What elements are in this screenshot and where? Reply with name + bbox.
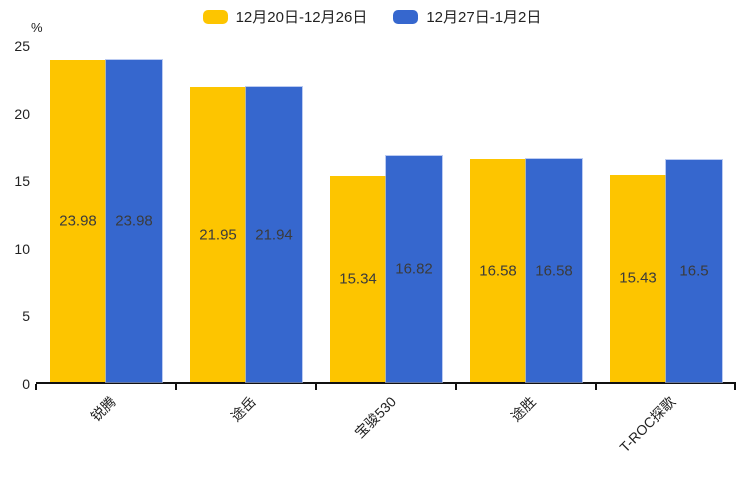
x-category-label: 宝骏530 [351, 393, 399, 442]
bar-week1: 23.98 [50, 59, 106, 382]
x-axis-tick [175, 384, 177, 390]
x-axis-tick [595, 384, 597, 390]
bar-week1: 15.43 [610, 174, 666, 382]
bar-value-label: 16.5 [679, 262, 709, 280]
y-tick-label: 20 [14, 105, 30, 122]
y-axis-unit: % [31, 20, 43, 35]
y-tick-label: 25 [14, 38, 30, 54]
bar-group: 23.98 23.98 [36, 46, 176, 382]
x-category-label: T-ROC探歌 [616, 393, 679, 456]
bar-value-label: 16.58 [535, 262, 573, 280]
bar-week1: 21.95 [190, 87, 246, 382]
bar-week2: 21.94 [246, 87, 302, 382]
y-tick-label: 10 [14, 240, 30, 257]
bar-value-label: 15.34 [339, 270, 377, 288]
plot-area: 23.98 23.98 21.95 21.94 15.34 16.82 16 [36, 46, 736, 384]
legend-swatch-blue [393, 9, 419, 24]
legend-label: 12月20日-12月26日 [235, 9, 368, 26]
legend-item-week2[interactable]: 12月27日-1月2日 [393, 6, 541, 27]
x-axis-tick [734, 384, 736, 390]
bar-week2: 16.58 [526, 159, 582, 382]
bar-value-label: 16.82 [395, 260, 433, 278]
bar-value-label: 21.95 [199, 226, 237, 243]
chart-legend: 12月20日-12月26日 12月27日-1月2日 [0, 6, 744, 27]
x-category-label: 途胜 [507, 393, 539, 425]
bar-group: 15.43 16.5 [596, 46, 736, 382]
legend-item-week1[interactable]: 12月20日-12月26日 [202, 6, 368, 27]
bar-value-label: 23.98 [115, 212, 153, 230]
bar-group: 16.58 16.58 [456, 46, 596, 382]
bar-value-label: 16.58 [479, 262, 517, 280]
bar-value-label: 15.43 [619, 269, 657, 287]
bar-group: 15.34 16.82 [316, 46, 456, 382]
bar-group: 21.95 21.94 [176, 46, 316, 382]
y-tick-label: 15 [14, 173, 30, 190]
x-category-label: 锐腾 [87, 393, 119, 425]
x-axis-tick [315, 384, 317, 390]
bar-week1: 15.34 [330, 175, 386, 382]
x-category-label: 途岳 [227, 393, 259, 425]
legend-label: 12月27日-1月2日 [426, 9, 542, 26]
bar-week2: 16.5 [666, 160, 722, 382]
y-axis: 0 5 10 15 20 25 [0, 39, 32, 391]
x-axis-tick [455, 384, 457, 390]
y-tick-label: 5 [22, 308, 30, 325]
bar-value-label: 23.98 [59, 212, 97, 230]
bar-week1: 16.58 [470, 159, 526, 382]
bar-week2: 16.82 [386, 155, 442, 382]
legend-swatch-yellow [202, 9, 228, 24]
y-tick-label: 0 [22, 376, 30, 392]
bar-week2: 23.98 [106, 59, 162, 382]
bar-value-label: 21.94 [255, 226, 293, 244]
x-axis-tick [35, 384, 37, 390]
